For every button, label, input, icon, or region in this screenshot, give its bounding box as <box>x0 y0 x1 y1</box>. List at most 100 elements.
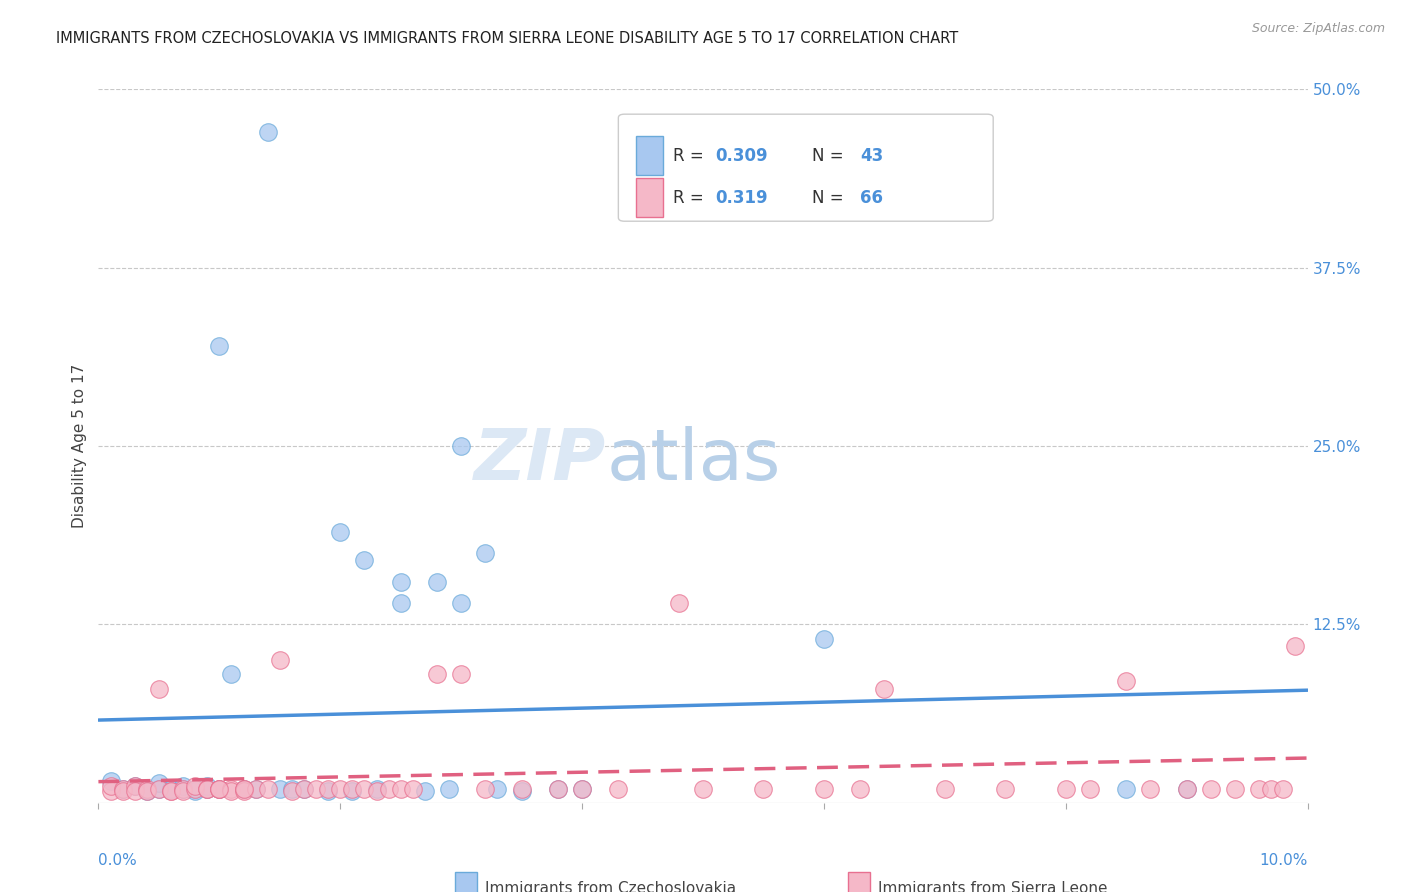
Point <box>402 781 425 796</box>
Text: 10.0%: 10.0% <box>1260 853 1308 868</box>
FancyBboxPatch shape <box>848 872 870 892</box>
Point <box>450 667 472 681</box>
Point <box>342 784 364 798</box>
Point <box>124 779 146 793</box>
Text: R =: R = <box>673 189 714 207</box>
Point <box>1054 781 1077 796</box>
Point <box>849 781 872 796</box>
Text: ZIP: ZIP <box>474 425 606 495</box>
Text: IMMIGRANTS FROM CZECHOSLOVAKIA VS IMMIGRANTS FROM SIERRA LEONE DISABILITY AGE 5 : IMMIGRANTS FROM CZECHOSLOVAKIA VS IMMIGR… <box>56 31 959 46</box>
Point <box>1223 781 1246 796</box>
Point <box>873 681 896 696</box>
Point <box>135 784 157 798</box>
Point <box>208 781 231 796</box>
Text: 66: 66 <box>860 189 883 207</box>
Point <box>208 339 231 353</box>
Point <box>813 632 835 646</box>
Point <box>172 784 194 798</box>
Point <box>208 781 231 796</box>
Point <box>1272 781 1295 796</box>
Point <box>571 781 593 796</box>
Point <box>305 781 328 796</box>
Point <box>389 781 412 796</box>
Point <box>100 779 122 793</box>
Point <box>245 781 267 796</box>
Point <box>160 781 183 796</box>
Text: Source: ZipAtlas.com: Source: ZipAtlas.com <box>1251 22 1385 36</box>
Point <box>450 439 472 453</box>
Point <box>100 784 122 798</box>
Point <box>184 781 207 796</box>
Point <box>437 781 460 796</box>
FancyBboxPatch shape <box>456 872 477 892</box>
Point <box>1199 781 1222 796</box>
Point <box>292 781 315 796</box>
Point <box>813 781 835 796</box>
Point <box>571 781 593 796</box>
Point <box>256 781 278 796</box>
Text: R =: R = <box>673 146 709 165</box>
Point <box>269 653 291 667</box>
Point <box>148 781 170 796</box>
Text: Immigrants from Czechoslovakia: Immigrants from Czechoslovakia <box>485 881 737 892</box>
Point <box>377 781 399 796</box>
Point <box>366 784 388 798</box>
Point <box>148 776 170 790</box>
Point <box>172 781 194 796</box>
Point <box>256 125 278 139</box>
Point <box>1115 674 1137 689</box>
Point <box>1139 781 1161 796</box>
Point <box>1115 781 1137 796</box>
Point <box>474 781 496 796</box>
Point <box>474 546 496 560</box>
Point <box>752 781 775 796</box>
Point <box>160 784 183 798</box>
Point <box>100 774 122 789</box>
Point <box>208 781 231 796</box>
Point <box>426 574 449 589</box>
Point <box>269 781 291 796</box>
Point <box>221 781 243 796</box>
Point <box>510 784 533 798</box>
Text: N =: N = <box>811 146 849 165</box>
Point <box>232 781 254 796</box>
Point <box>413 784 436 798</box>
Point <box>232 781 254 796</box>
Point <box>208 781 231 796</box>
Point <box>195 779 218 793</box>
Text: Immigrants from Sierra Leone: Immigrants from Sierra Leone <box>879 881 1108 892</box>
Point <box>232 781 254 796</box>
Point <box>221 784 243 798</box>
Point <box>160 784 183 798</box>
Text: 0.319: 0.319 <box>716 189 768 207</box>
Point <box>221 667 243 681</box>
Text: atlas: atlas <box>606 425 780 495</box>
Point <box>184 784 207 798</box>
Point <box>195 781 218 796</box>
Point <box>172 781 194 796</box>
FancyBboxPatch shape <box>619 114 993 221</box>
Point <box>329 524 352 539</box>
Point <box>111 781 134 796</box>
Point <box>668 596 690 610</box>
Point <box>111 781 134 796</box>
Point <box>135 784 157 798</box>
Point <box>426 667 449 681</box>
Point <box>547 781 569 796</box>
Point <box>292 781 315 796</box>
Point <box>281 781 304 796</box>
Point <box>124 784 146 798</box>
Point <box>245 781 267 796</box>
Point <box>366 781 388 796</box>
Point <box>111 784 134 798</box>
Point <box>281 784 304 798</box>
Point <box>160 781 183 796</box>
Point <box>994 781 1017 796</box>
Point <box>1249 781 1271 796</box>
Point <box>148 781 170 796</box>
Y-axis label: Disability Age 5 to 17: Disability Age 5 to 17 <box>72 364 87 528</box>
Point <box>195 781 218 796</box>
Point <box>934 781 956 796</box>
Point <box>547 781 569 796</box>
Point <box>184 781 207 796</box>
